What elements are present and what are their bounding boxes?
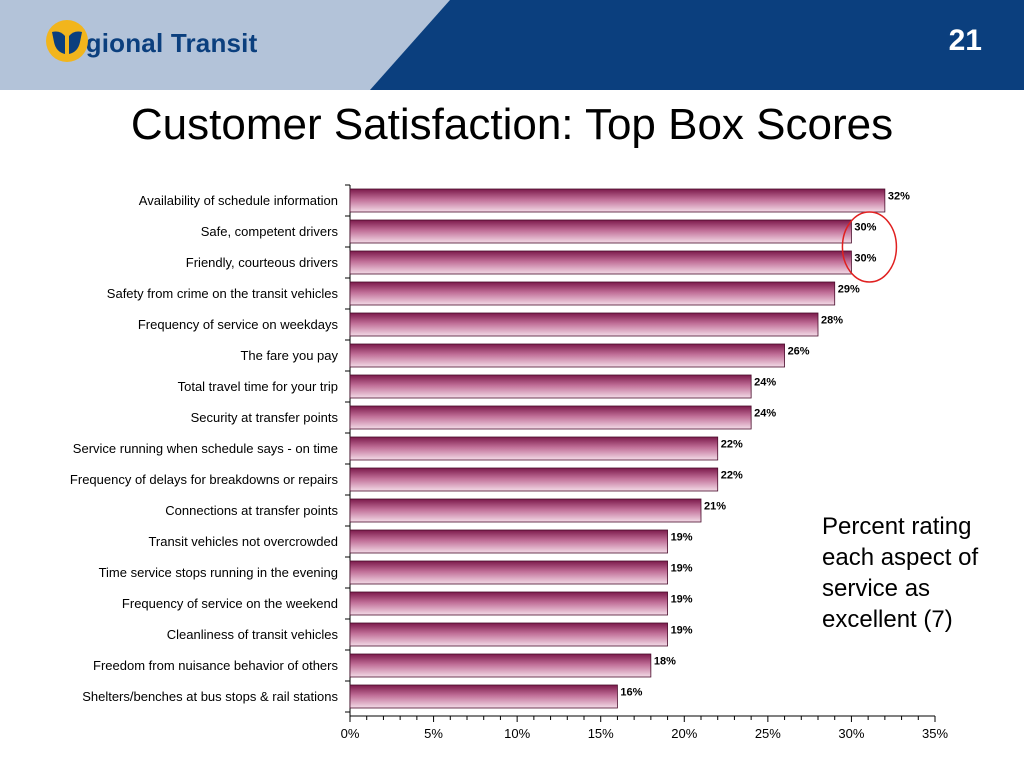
brand-logo: Regional Transit (44, 18, 257, 68)
category-label: Friendly, courteous drivers (186, 255, 339, 270)
data-label: 32% (888, 191, 910, 203)
bar-chart: 0% 5% 10% 15% 20% 25% 30% 35% Availability of sc… (70, 184, 948, 741)
page-number: 21 (948, 24, 982, 57)
category-label: Cleanliness of transit vehicles (167, 627, 339, 642)
slide-title: Customer Satisfaction: Top Box Scores (130, 100, 894, 149)
bar (349, 498, 702, 523)
category-label: Frequency of service on the weekend (122, 596, 338, 611)
data-label: 19% (671, 563, 693, 575)
data-label: 21% (704, 501, 726, 513)
bar (349, 374, 752, 399)
data-label: 19% (671, 532, 693, 544)
data-label: 22% (721, 470, 743, 482)
bar (349, 560, 668, 585)
bar (349, 467, 719, 492)
x-tick-label: 10% (504, 726, 530, 741)
category-label: Transit vehicles not overcrowded (148, 534, 338, 549)
data-label: 28% (821, 315, 843, 327)
bar (349, 653, 652, 678)
data-label: 19% (671, 625, 693, 637)
header-background (0, 0, 1024, 90)
bar (349, 312, 819, 337)
category-label: Shelters/benches at bus stops & rail sta… (82, 689, 338, 704)
data-label: 24% (754, 408, 776, 420)
category-label: Freedom from nuisance behavior of others (93, 658, 338, 673)
header-dark-band (370, 0, 1024, 90)
data-label: 18% (654, 656, 676, 668)
data-label: 19% (671, 594, 693, 606)
category-label: Safety from crime on the transit vehicle… (107, 286, 339, 301)
bar (349, 281, 836, 306)
bar (349, 188, 886, 213)
bar (349, 436, 719, 461)
x-tick-label: 25% (755, 726, 781, 741)
logo-mark-icon (46, 20, 88, 62)
category-label: Safe, competent drivers (201, 224, 339, 239)
category-label: Availability of schedule information (139, 193, 338, 208)
category-label: Frequency of delays for breakdowns or re… (70, 472, 339, 487)
bar (349, 529, 668, 554)
x-tick-label: 35% (922, 726, 948, 741)
data-label: 29% (838, 284, 860, 296)
bar (349, 684, 618, 709)
data-label: 26% (788, 346, 810, 358)
bar (349, 405, 752, 430)
category-label: Service running when schedule says - on … (73, 441, 338, 456)
chart-caption: Percent rating each aspect of service as… (822, 513, 979, 633)
x-tick-label: 5% (424, 726, 443, 741)
x-tick-label: 30% (838, 726, 864, 741)
bar (349, 591, 668, 616)
data-label: 24% (754, 377, 776, 389)
category-label: Security at transfer points (191, 410, 339, 425)
data-label: 22% (721, 439, 743, 451)
x-tick-label: 15% (588, 726, 614, 741)
category-label: Frequency of service on weekdays (138, 317, 339, 332)
category-label: Time service stops running in the evenin… (99, 565, 338, 580)
x-tick-label: 20% (671, 726, 697, 741)
bar (349, 343, 785, 368)
x-tick-label: 0% (341, 726, 360, 741)
bar (349, 622, 668, 647)
bar (349, 219, 852, 244)
category-label: Total travel time for your trip (178, 379, 338, 394)
bar (349, 250, 852, 275)
category-label: The fare you pay (240, 348, 338, 363)
highlight-ring (841, 211, 898, 283)
category-label: Connections at transfer points (165, 503, 338, 518)
data-label: 30% (854, 253, 876, 265)
data-label: 30% (854, 222, 876, 234)
data-label: 16% (620, 687, 642, 699)
header-band: Regional Transit 21 (0, 0, 1024, 90)
